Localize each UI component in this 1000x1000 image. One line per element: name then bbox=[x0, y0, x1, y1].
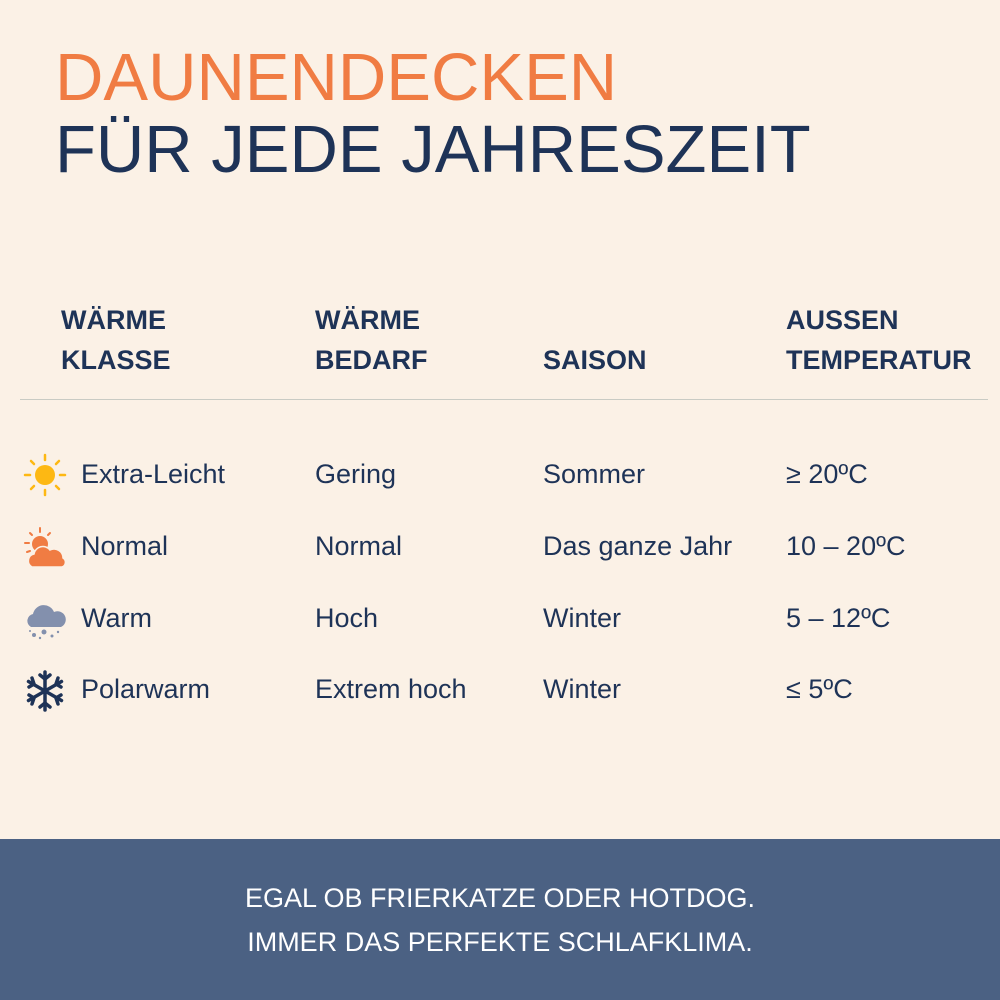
header-waerme-bedarf: WÄRME BEDARF bbox=[315, 300, 428, 380]
cell-saison: Winter bbox=[543, 603, 622, 633]
cell-klasse: Extra-Leicht bbox=[81, 459, 226, 489]
header-waerme-klasse: WÄRME KLASSE bbox=[61, 300, 171, 380]
cell-saison: Sommer bbox=[543, 459, 646, 489]
header-line: WÄRME bbox=[315, 305, 420, 335]
sun-behind-cloud-icon bbox=[24, 527, 67, 568]
cell-bedarf: Extrem hoch bbox=[315, 674, 467, 704]
cell-bedarf: Gering bbox=[315, 459, 397, 489]
cell-bedarf: Normal bbox=[315, 531, 403, 561]
cell-temp: ≥ 20ºC bbox=[786, 459, 868, 489]
footer-line-2: IMMER DAS PERFEKTE SCHLAFKLIMA. bbox=[247, 927, 753, 957]
header-line: BEDARF bbox=[315, 345, 428, 375]
cell-saison: Das ganze Jahr bbox=[543, 531, 733, 561]
header-line: TEMPERATUR bbox=[786, 345, 972, 375]
title-line-2: FÜR JEDE JAHRESZEIT bbox=[55, 112, 811, 187]
footer-banner: EGAL OB FRIERKATZE ODER HOTDOG. IMMER DA… bbox=[0, 839, 1000, 1000]
cell-saison: Winter bbox=[543, 674, 622, 704]
header-aussen-temperatur: AUSSEN TEMPERATUR bbox=[786, 300, 972, 380]
title-line-1: DAUNENDECKEN bbox=[55, 40, 618, 115]
cell-klasse: Polarwarm bbox=[81, 674, 211, 704]
cell-bedarf: Hoch bbox=[315, 603, 379, 633]
sun-icon bbox=[23, 453, 67, 497]
cell-temp: 10 – 20ºC bbox=[786, 531, 906, 561]
header-line: AUSSEN bbox=[786, 305, 899, 335]
header-line: WÄRME bbox=[61, 305, 166, 335]
snow-cloud-icon bbox=[27, 605, 66, 640]
header-divider bbox=[20, 399, 988, 400]
cell-klasse: Warm bbox=[81, 603, 152, 633]
header-saison: SAISON bbox=[543, 345, 647, 375]
snowflake-icon bbox=[26, 670, 64, 712]
cell-temp: 5 – 12ºC bbox=[786, 603, 891, 633]
cell-klasse: Normal bbox=[81, 531, 169, 561]
footer-line-1: EGAL OB FRIERKATZE ODER HOTDOG. bbox=[244, 883, 756, 913]
cell-temp: ≤ 5ºC bbox=[786, 674, 853, 704]
header-line: KLASSE bbox=[61, 345, 171, 375]
